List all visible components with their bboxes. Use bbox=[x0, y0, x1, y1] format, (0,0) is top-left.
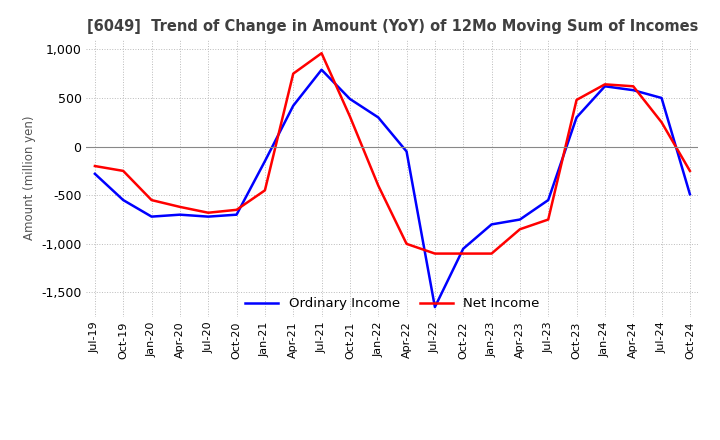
Legend: Ordinary Income, Net Income: Ordinary Income, Net Income bbox=[240, 292, 545, 316]
Ordinary Income bbox=[91, 171, 99, 176]
Ordinary Income bbox=[402, 149, 411, 154]
Net Income bbox=[374, 183, 382, 188]
Line: Ordinary Income: Ordinary Income bbox=[95, 70, 690, 307]
Net Income bbox=[233, 207, 241, 213]
Ordinary Income bbox=[261, 158, 269, 164]
Title: [6049]  Trend of Change in Amount (YoY) of 12Mo Moving Sum of Incomes: [6049] Trend of Change in Amount (YoY) o… bbox=[86, 19, 698, 34]
Ordinary Income bbox=[685, 191, 694, 197]
Ordinary Income bbox=[176, 212, 184, 217]
Net Income bbox=[289, 71, 297, 76]
Ordinary Income bbox=[148, 214, 156, 219]
Net Income bbox=[204, 210, 212, 215]
Net Income bbox=[572, 97, 581, 103]
Net Income bbox=[657, 120, 666, 125]
Ordinary Income bbox=[204, 214, 212, 219]
Ordinary Income bbox=[516, 217, 524, 222]
Net Income bbox=[176, 204, 184, 209]
Ordinary Income bbox=[487, 222, 496, 227]
Net Income bbox=[600, 82, 609, 87]
Net Income bbox=[91, 163, 99, 169]
Net Income bbox=[459, 251, 467, 256]
Y-axis label: Amount (million yen): Amount (million yen) bbox=[22, 116, 35, 240]
Ordinary Income bbox=[346, 96, 354, 102]
Net Income bbox=[119, 168, 127, 173]
Ordinary Income bbox=[629, 88, 637, 93]
Ordinary Income bbox=[233, 212, 241, 217]
Net Income bbox=[516, 227, 524, 232]
Net Income bbox=[487, 251, 496, 256]
Ordinary Income bbox=[459, 246, 467, 251]
Ordinary Income bbox=[572, 115, 581, 120]
Ordinary Income bbox=[431, 304, 439, 310]
Net Income bbox=[346, 114, 354, 119]
Net Income bbox=[685, 168, 694, 173]
Net Income bbox=[544, 217, 552, 222]
Net Income bbox=[629, 84, 637, 89]
Net Income bbox=[402, 241, 411, 246]
Ordinary Income bbox=[600, 84, 609, 89]
Net Income bbox=[148, 198, 156, 203]
Ordinary Income bbox=[544, 198, 552, 203]
Ordinary Income bbox=[119, 198, 127, 203]
Net Income bbox=[318, 51, 326, 56]
Net Income bbox=[261, 188, 269, 193]
Line: Net Income: Net Income bbox=[95, 53, 690, 253]
Net Income bbox=[431, 251, 439, 256]
Ordinary Income bbox=[289, 103, 297, 108]
Ordinary Income bbox=[657, 95, 666, 101]
Ordinary Income bbox=[318, 67, 326, 73]
Ordinary Income bbox=[374, 115, 382, 120]
